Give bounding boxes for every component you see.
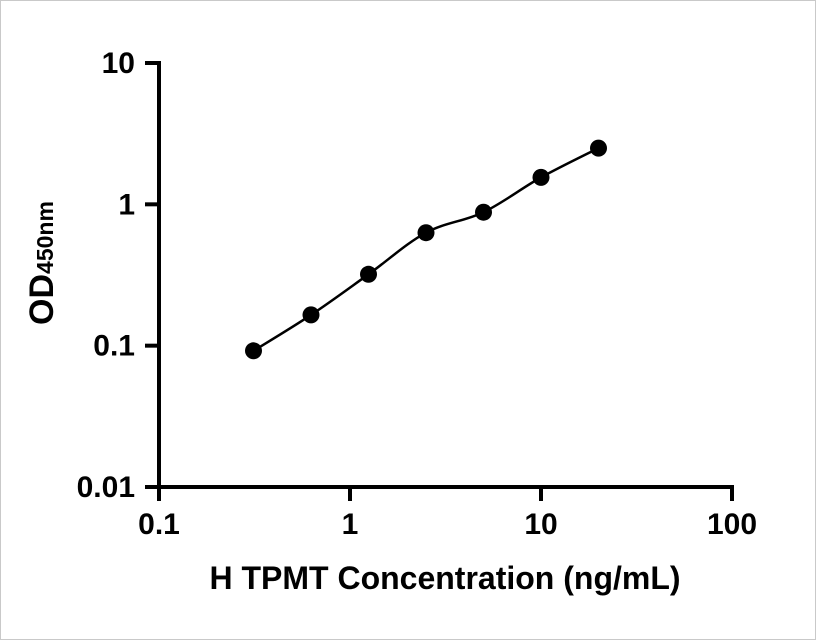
- x-tick-label: 100: [707, 508, 757, 541]
- data-point: [590, 139, 607, 157]
- x-tick-label: 1: [342, 508, 359, 541]
- x-tick-label: 10: [524, 508, 557, 541]
- y-axis-title-sub: 450nm: [32, 201, 58, 274]
- y-tick-label: 0.1: [93, 330, 135, 363]
- y-tick-label: 10: [102, 47, 135, 80]
- data-point: [475, 203, 492, 221]
- y-axis-title-main: OD: [23, 274, 61, 325]
- data-point: [532, 168, 550, 186]
- y-tick-label: 1: [118, 188, 135, 221]
- x-tick-label: 0.1: [138, 508, 180, 541]
- data-point: [245, 342, 262, 360]
- data-point: [360, 265, 377, 283]
- y-axis-title: OD450nm: [23, 201, 61, 325]
- y-tick-label: 0.01: [77, 471, 135, 504]
- x-axis-title: H TPMT Concentration (ng/mL): [209, 560, 680, 596]
- data-point: [302, 306, 320, 324]
- data-point: [417, 224, 435, 242]
- axis-spines: [157, 61, 734, 489]
